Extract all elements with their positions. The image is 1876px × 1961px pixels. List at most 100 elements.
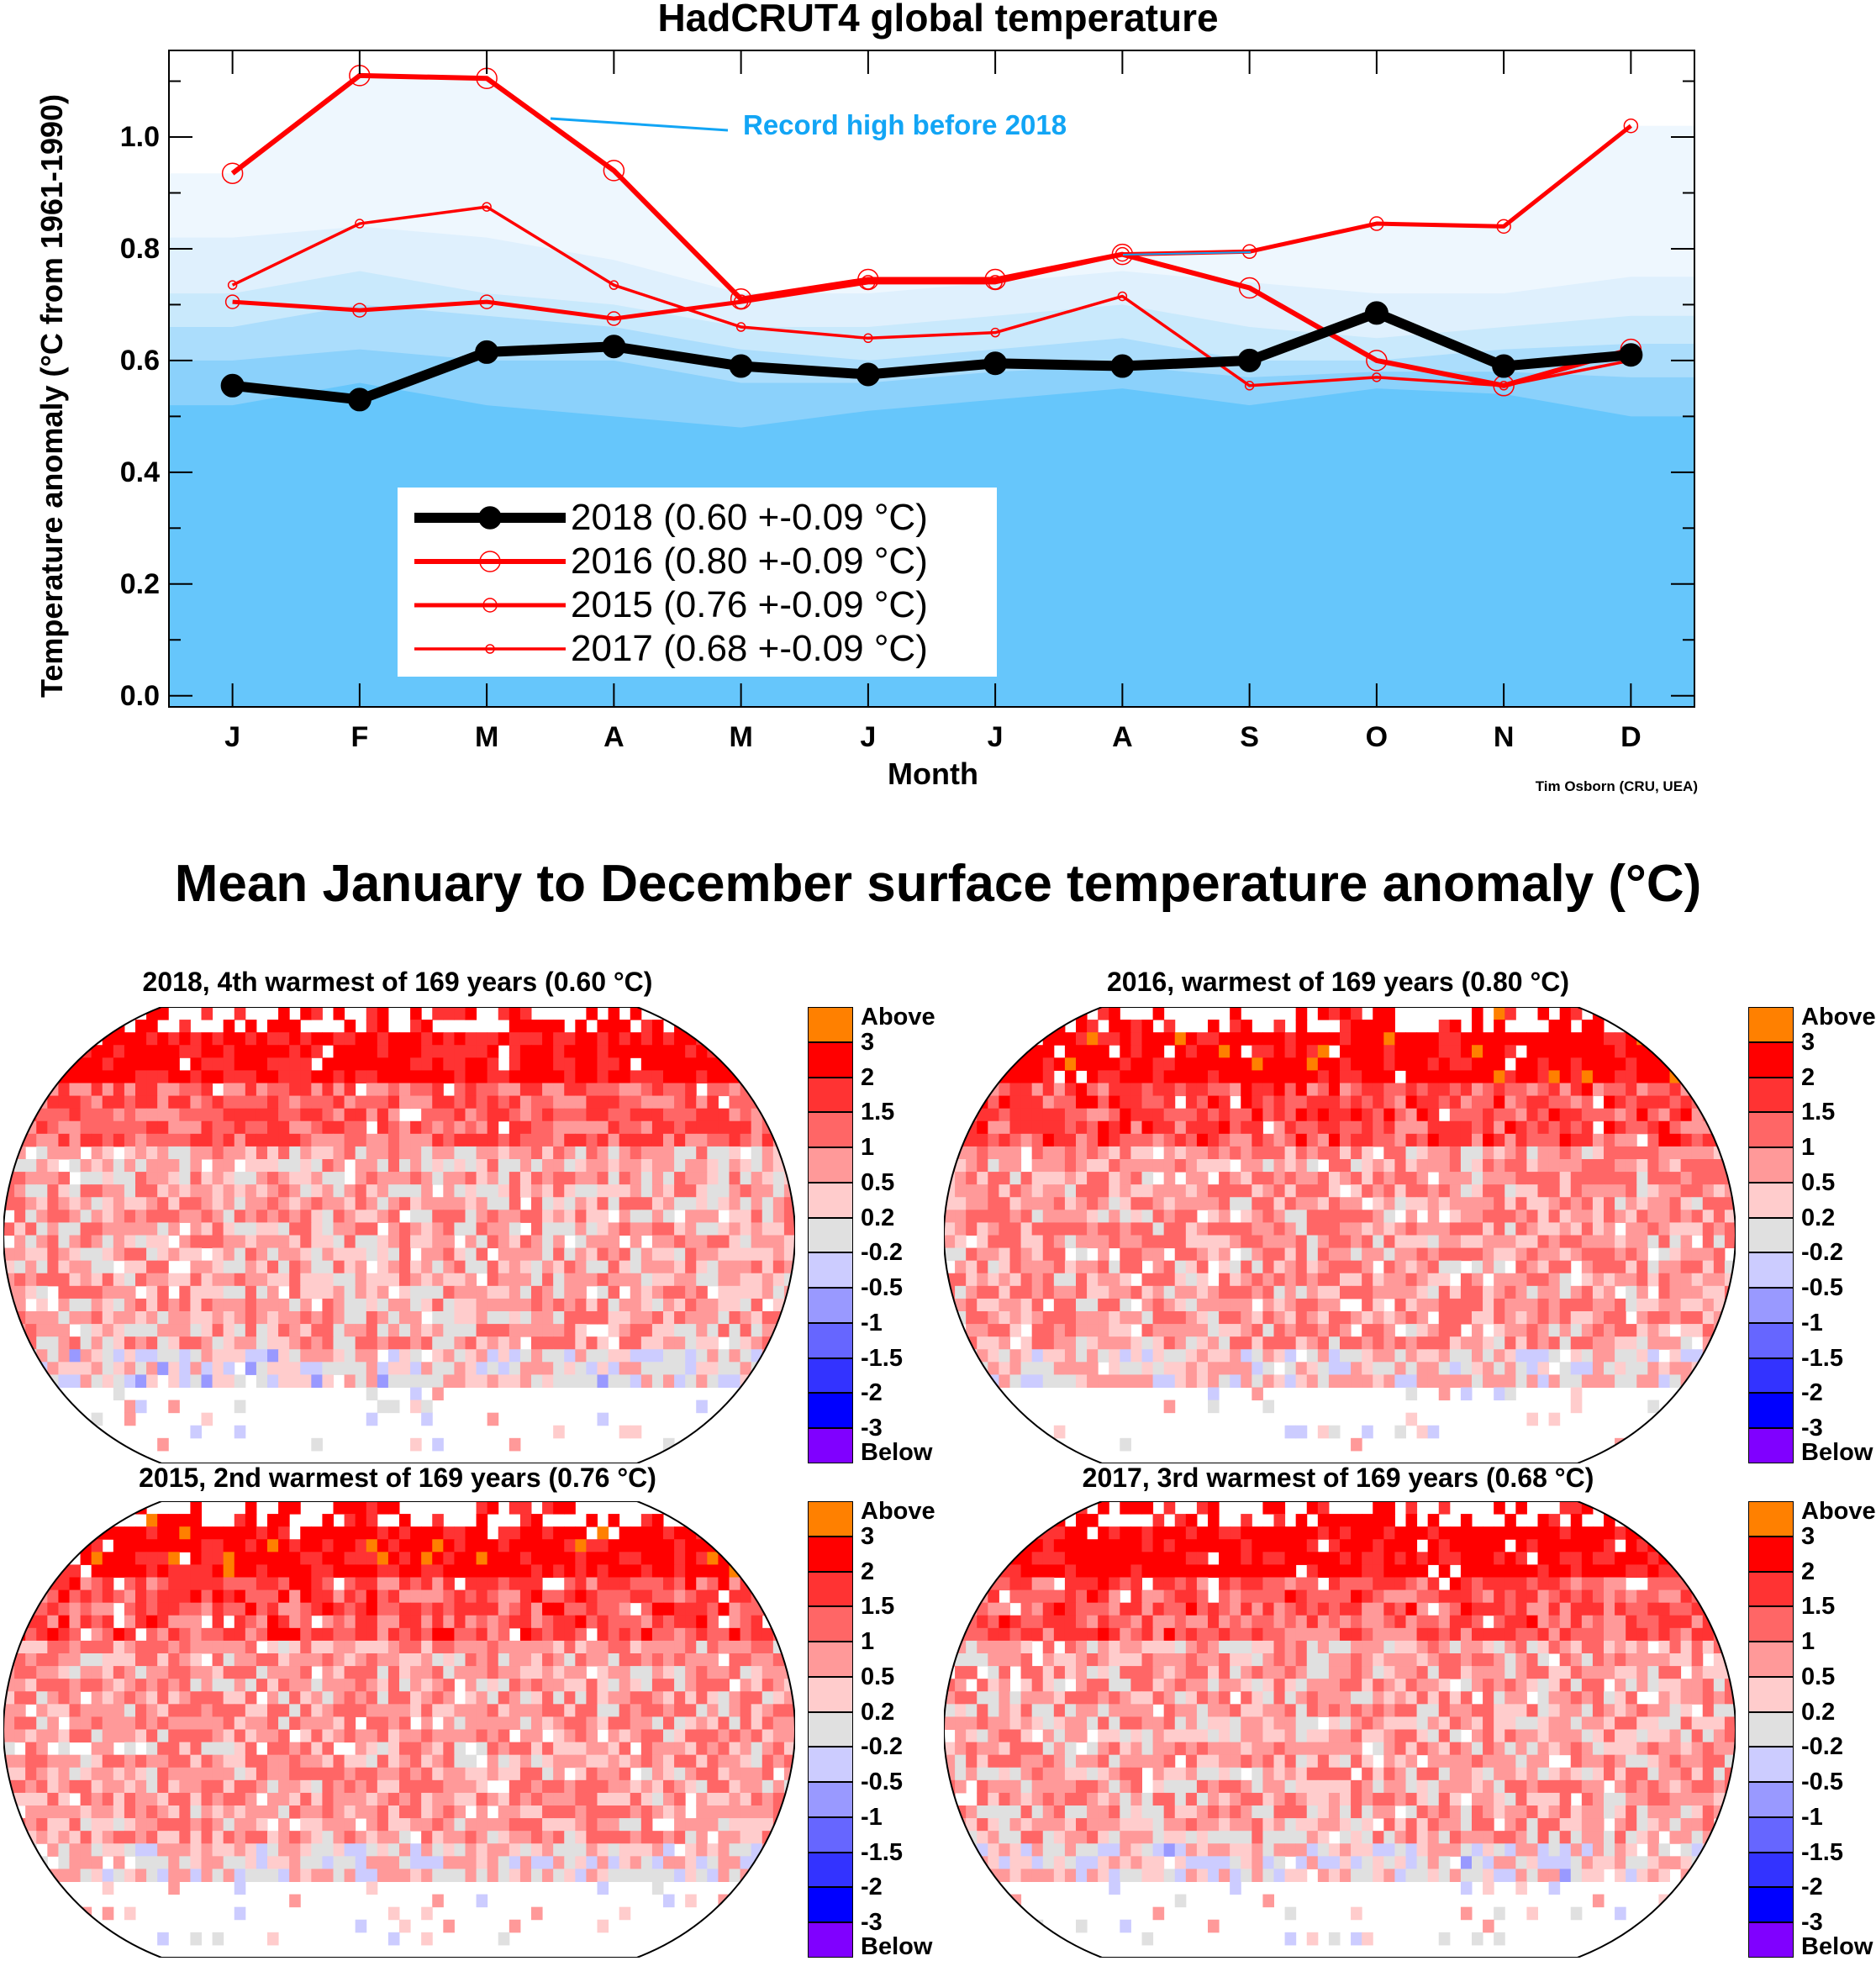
map-cell (608, 1298, 620, 1312)
map-cell (1020, 1070, 1033, 1083)
map-cell (25, 1564, 37, 1578)
map-cell (696, 1336, 708, 1350)
map-cell (179, 1640, 191, 1654)
map-cell (586, 1184, 598, 1198)
map-cell (944, 1210, 956, 1223)
map-cell (344, 1235, 356, 1249)
map-cell (25, 1627, 37, 1642)
map-cell (47, 1210, 59, 1223)
map-cell (640, 1070, 653, 1083)
map-cell (124, 1197, 136, 1210)
map-cell (387, 1045, 400, 1058)
map-cell (14, 1577, 26, 1591)
map-cell (113, 1311, 125, 1325)
map-cell (1252, 1095, 1263, 1110)
map-cell (1702, 1362, 1715, 1375)
map-cell (146, 1032, 158, 1046)
map-cell (674, 1374, 686, 1388)
map-cell (212, 1120, 224, 1135)
map-cell (1647, 1324, 1659, 1337)
map-cell (619, 1045, 631, 1058)
map-cell (190, 1627, 202, 1642)
map-cell (1405, 1083, 1418, 1097)
map-cell (498, 1273, 510, 1287)
map-cell (608, 1247, 620, 1262)
map-cell (377, 1501, 389, 1515)
map-cell (519, 1298, 532, 1312)
map-cell (1284, 1172, 1297, 1185)
map-cell (685, 1057, 697, 1071)
map-cell (267, 1374, 279, 1388)
map-cell (1284, 1070, 1297, 1083)
map-cell (553, 1020, 565, 1033)
map-cell (3, 1627, 15, 1642)
map-cell (663, 1159, 675, 1173)
map-cell (1438, 1070, 1451, 1083)
map-cell (1284, 1108, 1297, 1122)
map-cell (1548, 1324, 1561, 1337)
map-cell (421, 1184, 433, 1198)
map-cell (1526, 1260, 1538, 1274)
map-cell (531, 1311, 543, 1325)
map-cell (553, 1273, 565, 1287)
map-cell (1020, 1057, 1033, 1071)
map-cell (355, 1349, 367, 1363)
map-cell (1515, 1235, 1527, 1249)
map-cell (25, 1184, 37, 1198)
map-cell (1504, 1298, 1516, 1312)
map-cell (1515, 1349, 1527, 1363)
map-cell (1328, 1425, 1341, 1439)
x-tick-label: J (860, 721, 877, 753)
map-cell (1098, 1070, 1109, 1083)
map-cell (36, 1057, 48, 1071)
map-cell (278, 1526, 290, 1540)
map-cell (1515, 1374, 1527, 1388)
map-cell (1626, 1108, 1637, 1122)
map-cell (1219, 1298, 1230, 1312)
map-cell (245, 1311, 257, 1325)
map-cell (651, 1172, 664, 1185)
map-cell (1174, 1311, 1187, 1325)
map-cell (1042, 1159, 1055, 1173)
map-cell (157, 1260, 169, 1274)
map-cell (256, 1336, 268, 1350)
map-cell (355, 1222, 367, 1236)
map-cell (751, 1146, 763, 1160)
map-cell (157, 1273, 169, 1287)
map-cell (1219, 1032, 1230, 1046)
map-cell (498, 1374, 510, 1388)
map-cell (1174, 1197, 1187, 1210)
map-cell (740, 1184, 752, 1198)
map-cell (977, 1260, 988, 1274)
map-cell (69, 1615, 82, 1629)
map-cell (245, 1172, 257, 1185)
map-cell (1416, 1133, 1429, 1147)
map-cell (1713, 1108, 1726, 1122)
map-cell (740, 1298, 752, 1312)
map-cell (1713, 1210, 1726, 1223)
map-cell (1515, 1032, 1527, 1046)
map-cell (1494, 1020, 1505, 1033)
map-cell (718, 1298, 730, 1312)
series-line-2015 (232, 124, 1632, 321)
map-cell (696, 1362, 708, 1375)
map-cell (674, 1539, 686, 1552)
map-cell (454, 1146, 466, 1160)
map-cell (432, 1235, 444, 1249)
map-cell (1647, 1400, 1659, 1414)
map-cell (14, 1564, 26, 1578)
map-cell (955, 1070, 967, 1083)
map-cell (201, 1083, 213, 1097)
map-cell (454, 1070, 466, 1083)
map-cell (729, 1045, 741, 1058)
map-cell (322, 1032, 334, 1046)
map-cell (1658, 1070, 1670, 1083)
map-cell (377, 1007, 389, 1020)
map-cell (1416, 1070, 1429, 1083)
map-cell (619, 1172, 631, 1185)
map-cell (234, 1032, 246, 1046)
map-cell (498, 1108, 510, 1122)
map-cell (245, 1120, 257, 1135)
map-cell (212, 1070, 224, 1083)
map-cell (575, 1260, 587, 1274)
